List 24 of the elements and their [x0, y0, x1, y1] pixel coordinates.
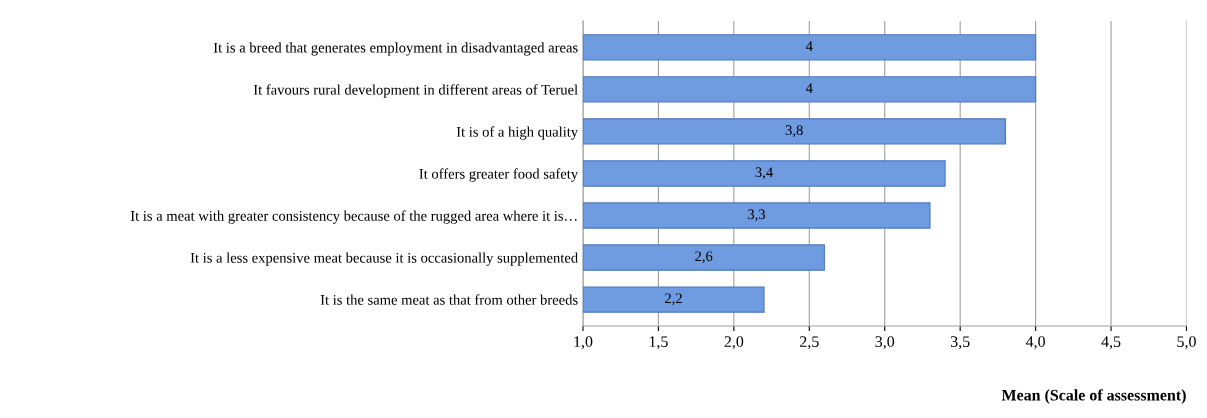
x-tick-label: 3,0 [875, 336, 895, 350]
y-tick-label: It is the same meat as that from other breeds [320, 294, 578, 305]
x-tick-label: 1,0 [574, 336, 593, 350]
x-tick-label: 5,0 [1177, 336, 1196, 350]
x-tick-label: 4,5 [1101, 336, 1121, 350]
x-tick-label: 2,0 [724, 336, 744, 350]
x-tick-label: 1,5 [649, 336, 668, 350]
y-tick-label: It is a breed that generates employment in disadvantaged areas [213, 42, 578, 56]
data-label: 3,8 [785, 125, 803, 138]
y-tick-label: It is of a high quality [456, 126, 579, 140]
x-tick-label: 2,5 [800, 336, 819, 350]
data-label: 2,6 [695, 251, 713, 264]
y-tick-label: It is a meat with greater consistency because of the rugged area where it is… [130, 210, 577, 224]
data-label: 3,4 [755, 167, 773, 180]
y-tick-label: It favours rural development in different areas of Teruel [253, 84, 578, 98]
data-label: 4 [805, 83, 813, 93]
data-label: 2,2 [665, 293, 682, 306]
x-tick-label: 3,5 [950, 336, 970, 350]
y-tick-label: It is a less expensive meat because it is occasionally supplemented [190, 252, 578, 266]
y-tick-label: It offers greater food safety [419, 168, 579, 182]
data-label: 4 [805, 41, 813, 51]
x-axis-title: Mean (Scale of assessment) [1001, 389, 1186, 404]
data-label: 3,3 [748, 209, 766, 222]
x-tick-label: 4,0 [1025, 336, 1045, 350]
